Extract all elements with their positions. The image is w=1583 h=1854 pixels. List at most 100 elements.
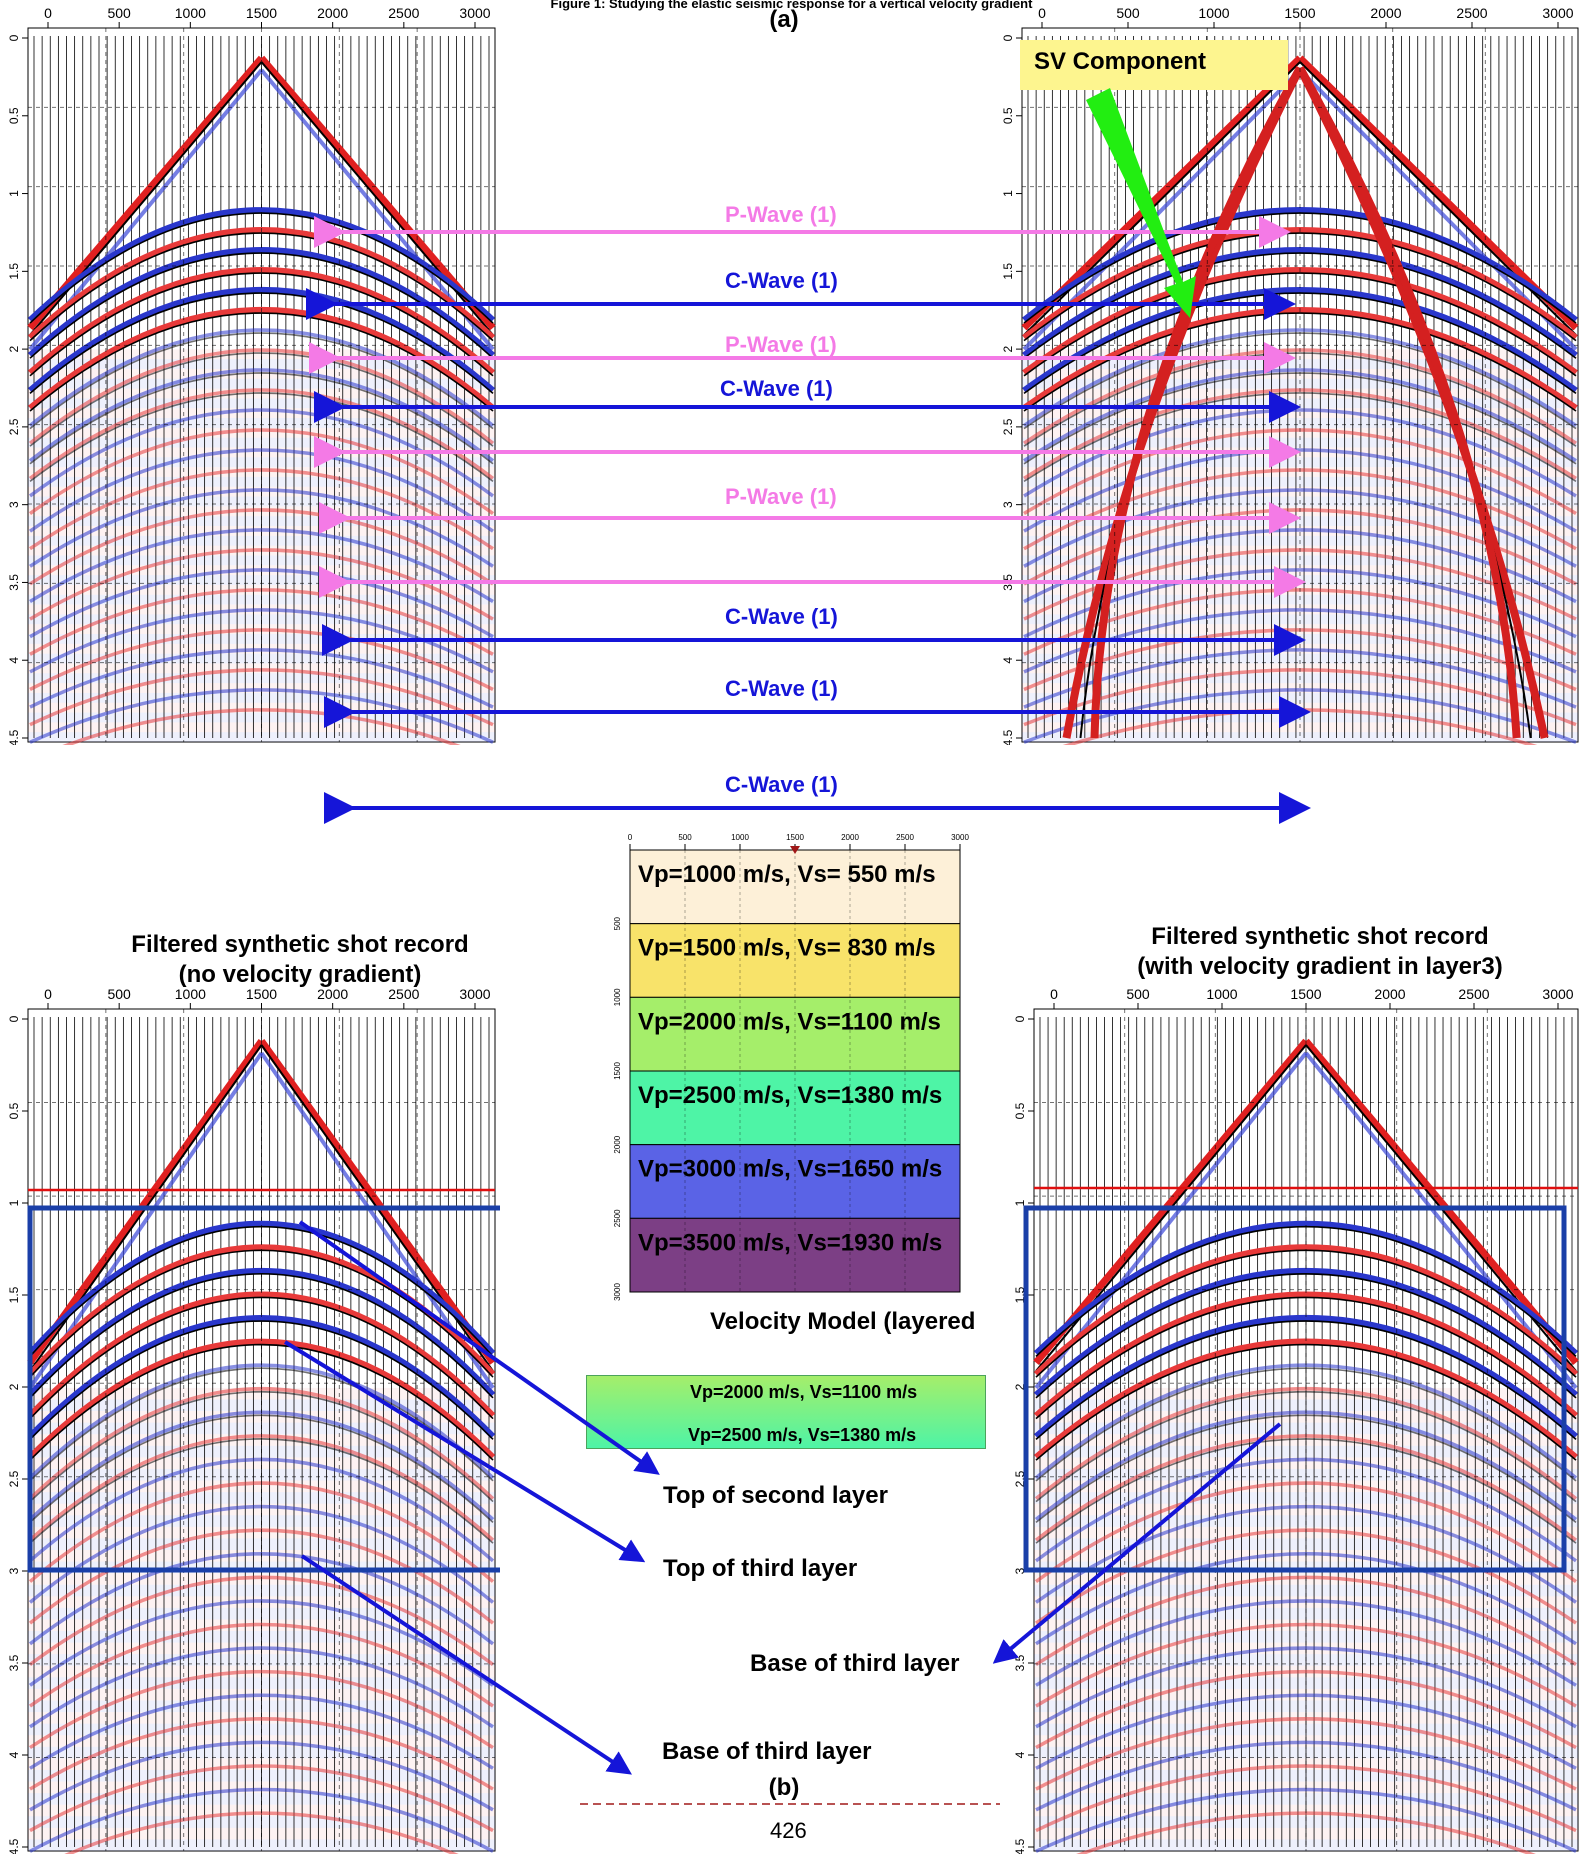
velocity-layer (629, 849, 961, 925)
top-axis-ticks: 0 500 1000 1500 2000 2500 3000 (1050, 986, 1574, 1009)
tick-label: 500 (678, 833, 692, 842)
tick-label: 2500 (1458, 986, 1489, 1002)
tick-label: 1000 (1206, 986, 1237, 1002)
seismic-panel-bottom-right: 0 500 1000 1500 2000 2500 300000.511.522.533.5… (1013, 986, 1579, 1854)
annotation-top-third-layer: Top of third layer (663, 1555, 858, 1582)
tick-label: 3.5 (7, 1654, 21, 1671)
grid-lines (28, 28, 495, 742)
tick-label: 3000 (459, 986, 490, 1002)
tick-label: 0 (628, 833, 633, 842)
model-grid (684, 850, 906, 1292)
tick-label: 0.5 (1013, 1102, 1027, 1119)
tick-label: 2.5 (7, 418, 21, 435)
label-b: (b) (768, 1774, 800, 1801)
panel-title-line2: (no velocity gradient) (178, 961, 422, 988)
tick-label: 4 (1001, 657, 1015, 664)
tick-label: 1500 (246, 5, 277, 21)
wave-label-c-4: C-Wave (1) (725, 676, 838, 701)
wave-label-c-3: C-Wave (1) (725, 604, 838, 629)
tick-label: 3000 (1542, 5, 1573, 21)
tick-label: 2 (1013, 1383, 1027, 1390)
reflections (27, 1220, 496, 1854)
tick-label: 0.5 (7, 107, 21, 124)
gradient-strip-top-label: Vp=2000 m/s, Vs=1100 m/s (690, 1382, 918, 1402)
tick-label: 1500 (613, 1062, 622, 1080)
velocity-layer (629, 1070, 961, 1146)
tick-label: 2500 (896, 833, 914, 842)
panel-title-line1: Filtered synthetic shot record (131, 931, 469, 958)
velocity-layer-label: Vp=1000 m/s, Vs= 550 m/s (638, 861, 936, 888)
velocity-layer (629, 1144, 961, 1219)
tick-label: 0 (1013, 1015, 1027, 1022)
tick-label: 1.5 (7, 1286, 21, 1303)
panel-title-with-gradient: Filtered synthetic shot record (with vel… (1060, 922, 1580, 982)
tick-label: 1500 (1284, 5, 1315, 21)
highlight-box (27, 1205, 500, 1573)
gradient-strip (586, 1375, 986, 1449)
tick-label: 3 (7, 1567, 21, 1574)
tick-label: 500 (1126, 986, 1150, 1002)
tick-label: 1 (7, 1199, 21, 1206)
tick-label: 2000 (613, 1135, 622, 1153)
annotation-base-third-layer-right: Base of third layer (750, 1650, 960, 1677)
tick-label: 4 (1013, 1751, 1027, 1758)
arrow-base-third-layer-right (992, 1422, 1282, 1664)
wave-label-c-2: C-Wave (1) (720, 376, 833, 401)
wave-label-c-1: C-Wave (1) (725, 268, 838, 293)
grid-lines (1022, 28, 1578, 742)
velocity-layer-label: Vp=2000 m/s, Vs=1100 m/s (638, 1008, 941, 1035)
arrow-base-third-layer-left (300, 1554, 633, 1775)
velocity-layer (629, 923, 961, 998)
tick-label: 4 (7, 1751, 21, 1758)
wave-label-p-1: P-Wave (1) (725, 202, 837, 227)
tick-label: 0 (44, 5, 52, 21)
time-axis-ticks: 0 0.5 1 1.5 2 2.5 3 3.5 4 4.5 (7, 1015, 28, 1854)
tick-label: 0 (1050, 986, 1058, 1002)
time-axis-ticks: 0 0.5 1 1.5 2 2.5 3 3.5 4 4.5 (7, 34, 28, 745)
tick-label: 1000 (613, 988, 622, 1006)
page-number: 426 (770, 1818, 807, 1843)
tick-label: 2000 (1370, 5, 1401, 21)
tick-label: 3000 (613, 1283, 622, 1301)
tick-label: 4.5 (1001, 729, 1015, 745)
tick-label: 2000 (317, 5, 348, 21)
velocity-layer-label: Vp=3000 m/s, Vs=1650 m/s (638, 1156, 942, 1183)
tick-label: 2000 (1374, 986, 1405, 1002)
annotation-top-second-layer: Top of second layer (663, 1482, 888, 1509)
tick-label: 1000 (175, 5, 206, 21)
tick-label: 4 (7, 657, 21, 664)
arrow-top-second-layer (298, 1220, 660, 1475)
highlight-box (1023, 1205, 1567, 1573)
velocity-layer-label: Vp=3500 m/s, Vs=1930 m/s (638, 1229, 942, 1256)
gradient-strip-bottom-label: Vp=2500 m/s, Vs=1380 m/s (688, 1425, 917, 1445)
tick-label: 0 (1001, 34, 1015, 41)
velocity-layer (629, 996, 961, 1072)
tick-label: 500 (107, 5, 131, 21)
tick-label: 0 (7, 34, 21, 41)
tick-label: 2 (7, 345, 21, 352)
tick-label: 1000 (731, 833, 749, 842)
tick-label: 2500 (613, 1209, 622, 1227)
tick-label: 1 (1001, 190, 1015, 197)
tick-label: 1 (1013, 1199, 1027, 1206)
tick-label: 4.5 (1013, 1838, 1027, 1854)
wave-label-p-3: P-Wave (1) (725, 484, 837, 509)
tick-label: 4.5 (7, 729, 21, 745)
sv-component-label: SV Component (1020, 40, 1288, 90)
arrow-top-third-layer (283, 1340, 646, 1563)
tick-label: 3 (7, 501, 21, 508)
wave-label-p-2: P-Wave (1) (725, 332, 837, 357)
velocity-layer-label: Vp=1500 m/s, Vs= 830 m/s (638, 935, 936, 962)
tick-label: 500 (107, 986, 131, 1002)
velocity-model-caption: Velocity Model (layered (710, 1308, 976, 1335)
reflections (1033, 1220, 1579, 1854)
tick-label: 3.5 (7, 574, 21, 591)
tick-label: 3000 (459, 5, 490, 21)
velocity-layer (629, 1217, 961, 1293)
top-axis-ticks: 0 500 1000 1500 2000 2500 3000 (44, 5, 491, 28)
source-marker (790, 846, 800, 854)
tick-label: 500 (613, 916, 622, 930)
top-axis-ticks: 0 500 1000 1500 2000 2500 3000 (1038, 5, 1574, 28)
